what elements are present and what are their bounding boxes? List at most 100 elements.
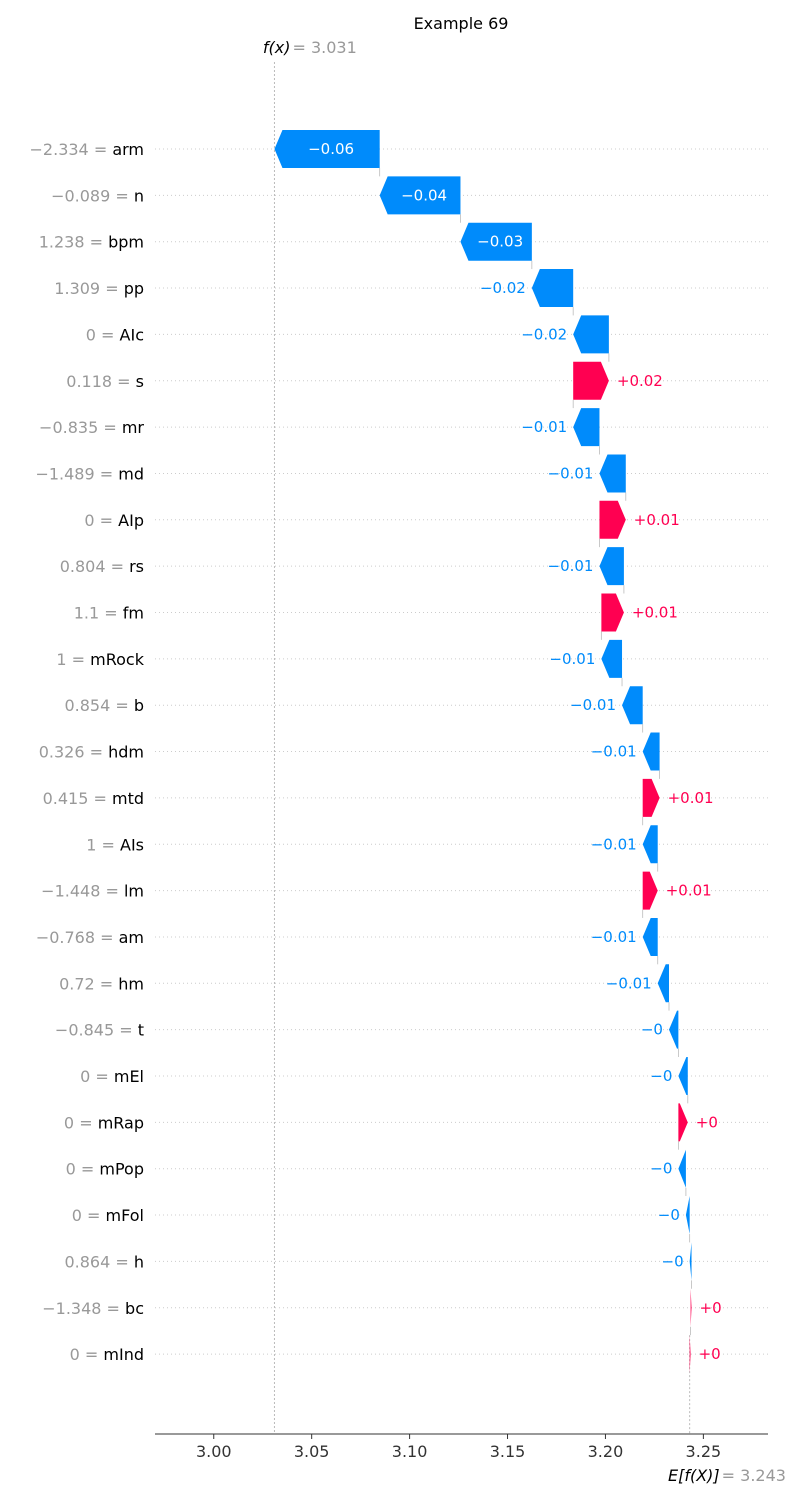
bar-value-label: −0.02	[480, 279, 526, 297]
x-tick-label: 3.05	[294, 1442, 330, 1461]
bar-value-label: −0	[662, 1252, 684, 1270]
feature-value: 0 =	[84, 511, 118, 530]
feature-label: 0.804 = rs	[60, 557, 144, 576]
feature-name: hm	[118, 974, 144, 993]
feature-value: 1.1 =	[74, 604, 123, 623]
feature-label: −2.334 = arm	[30, 140, 144, 159]
feature-label: −1.448 = lm	[41, 882, 144, 901]
waterfall-bar	[599, 547, 624, 586]
waterfall-bar	[531, 269, 574, 308]
waterfall-bar	[573, 408, 600, 447]
feature-value: 0.72 =	[59, 974, 118, 993]
waterfall-bar	[601, 639, 623, 678]
waterfall-bar	[689, 1335, 691, 1374]
feature-label: −1.348 = bc	[42, 1299, 144, 1318]
feature-value: −0.768 =	[36, 928, 119, 947]
feature-label: 1.238 = bpm	[39, 233, 144, 252]
feature-name: pp	[124, 279, 144, 298]
waterfall-bar	[689, 1242, 692, 1281]
waterfall-bar	[573, 315, 609, 354]
waterfall-bar	[685, 1196, 690, 1235]
feature-label: 0.72 = hm	[59, 974, 144, 993]
x-tick-label: 3.20	[588, 1442, 624, 1461]
feature-label: 0 = AIp	[84, 511, 144, 530]
bar-value-label: −0.02	[521, 325, 567, 343]
row-gridlines	[155, 148, 768, 1355]
feature-label: 1.1 = fm	[74, 604, 144, 623]
feature-value: −2.334 =	[30, 140, 113, 159]
feature-name: s	[136, 372, 144, 391]
bar-value-label: −0.01	[548, 557, 594, 575]
feature-name: mInd	[103, 1345, 144, 1364]
waterfall-bar	[601, 593, 624, 632]
bar-value-label: −0.01	[549, 650, 595, 668]
feature-name: arm	[112, 140, 144, 159]
x-tick-label: 3.15	[490, 1442, 526, 1461]
feature-value: 0 =	[64, 1113, 98, 1132]
feature-label: 0.326 = hdm	[39, 743, 144, 762]
feature-name: md	[118, 464, 144, 483]
feature-name: mtd	[112, 789, 144, 808]
bar-value-label: −0.01	[570, 696, 616, 714]
feature-value: −1.448 =	[41, 882, 124, 901]
feature-label: −0.089 = n	[51, 186, 144, 205]
bar-value-label: −0	[650, 1160, 672, 1178]
feature-label: 0 = mFol	[72, 1206, 144, 1225]
feature-value: 0.804 =	[60, 557, 129, 576]
bar-value-label: −0	[641, 1021, 663, 1039]
x-tick-label: 3.00	[196, 1442, 232, 1461]
bar-value-label: −0.01	[521, 418, 567, 436]
feature-label: −0.835 = mr	[39, 418, 144, 437]
feature-value: 0 =	[70, 1345, 104, 1364]
feature-value: 0.864 =	[64, 1252, 133, 1271]
feature-label: 0 = mPop	[66, 1160, 144, 1179]
feature-value: 1.309 =	[54, 279, 123, 298]
waterfall-bar	[642, 778, 660, 817]
feature-name: am	[119, 928, 144, 947]
feature-label: 0 = mEl	[80, 1067, 144, 1086]
feature-label: −0.768 = am	[36, 928, 144, 947]
feature-name: mPop	[99, 1160, 144, 1179]
feature-name: AIs	[120, 835, 144, 854]
bar-value-label: −0.01	[548, 464, 594, 482]
feature-name: mr	[122, 418, 145, 437]
feature-value: 1 =	[56, 650, 90, 669]
feature-value: −0.835 =	[39, 418, 122, 437]
waterfall-bar	[642, 732, 660, 771]
bar-value-label: −0	[650, 1067, 672, 1085]
feature-label: 0 = mInd	[70, 1345, 144, 1364]
bar-value-label: −0.01	[591, 743, 637, 761]
bar-value-label: −0.03	[477, 233, 523, 251]
feature-label: 0.415 = mtd	[43, 789, 144, 808]
feature-label: 1 = AIs	[86, 835, 144, 854]
feature-value: 0.118 =	[66, 372, 135, 391]
feature-name: mEl	[114, 1067, 144, 1086]
feature-name: bpm	[108, 233, 144, 252]
feature-value: 1 =	[86, 835, 120, 854]
feature-name: bc	[125, 1299, 144, 1318]
waterfall-bar	[678, 1057, 688, 1095]
waterfall-bars: −0.06 −0.04 −0.03 −0.02 −0.02 +0.02 −0.01 −0.01…	[274, 130, 722, 1374]
feature-name: AIc	[120, 325, 144, 344]
feature-label: 0 = AIc	[86, 325, 144, 344]
waterfall-bar	[642, 917, 658, 956]
x-axis: 3.00 3.05 3.10 3.15 3.20 3.25	[155, 1433, 768, 1461]
bar-value-label: +0.01	[666, 882, 712, 900]
waterfall-bar	[642, 825, 658, 864]
efx-label-value: = 3.243	[722, 1466, 786, 1485]
bar-value-label: +0	[696, 1113, 718, 1131]
feature-value: 0 =	[86, 325, 120, 344]
waterfall-bar	[690, 1288, 692, 1327]
bar-value-label: +0.02	[617, 372, 663, 390]
waterfall-bar	[678, 1103, 688, 1142]
bar-value-label: −0	[658, 1206, 680, 1224]
feature-label: 0.118 = s	[66, 372, 144, 391]
feature-value: −0.089 =	[51, 186, 134, 205]
feature-value: 0 =	[72, 1206, 106, 1225]
feature-labels: −2.334 = arm −0.089 = n 1.238 = bpm 1.309 =…	[30, 140, 145, 1364]
x-tick-label: 3.10	[392, 1442, 428, 1461]
waterfall-bar	[668, 1010, 679, 1049]
feature-name: t	[138, 1021, 144, 1040]
waterfall-bar	[573, 361, 609, 400]
